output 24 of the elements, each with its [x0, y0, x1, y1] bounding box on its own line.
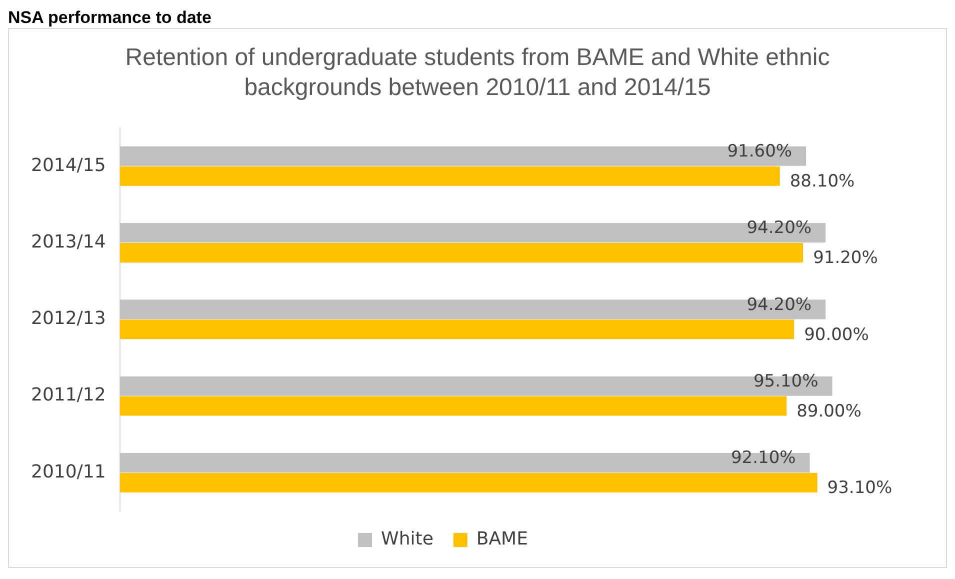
data-label: 90.00% — [804, 324, 869, 345]
data-label: 93.10% — [827, 478, 892, 498]
chart-title: Retention of undergraduate students from BAME and White ethnic backgrounds between 2010/11 and 2014/15 — [124, 43, 831, 103]
bar — [120, 320, 794, 340]
data-label: 92.10% — [730, 448, 796, 468]
data-label: 91.20% — [813, 248, 878, 268]
data-label: 88.10% — [790, 172, 855, 192]
legend-label: BAME — [476, 528, 528, 550]
y-tick-label: 2010/11 — [30, 461, 106, 482]
bar — [120, 472, 818, 492]
data-label: 89.00% — [796, 401, 862, 422]
bar — [120, 166, 780, 186]
data-label: 95.10% — [753, 372, 818, 392]
y-tick-label: 2013/14 — [30, 231, 106, 252]
data-label: 94.20% — [746, 218, 812, 238]
y-tick-label: 2012/13 — [30, 308, 106, 330]
legend-label: White — [381, 528, 434, 550]
data-label: 94.20% — [746, 294, 812, 315]
bar — [120, 396, 787, 416]
y-tick-label: 2011/12 — [30, 384, 106, 406]
data-label: 91.60% — [727, 142, 792, 162]
y-tick-label: 2014/15 — [30, 154, 106, 176]
bar — [120, 242, 804, 262]
text: NSA performance to date — [8, 8, 212, 28]
